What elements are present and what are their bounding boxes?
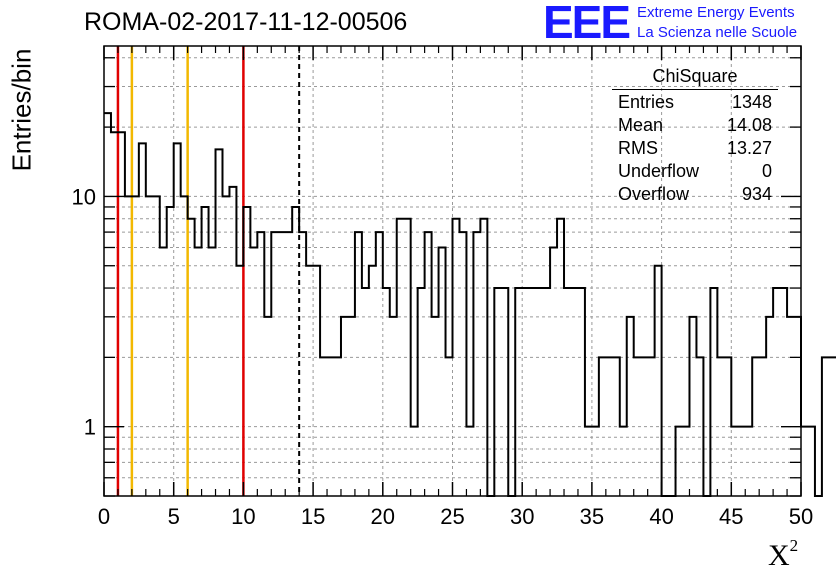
stats-title: ChiSquare	[612, 66, 778, 90]
x-tick-label: 30	[510, 504, 534, 529]
logo-letters: EEE	[543, 0, 631, 48]
stats-box: ChiSquare Entries 1348 Mean 14.08 RMS 13…	[612, 66, 778, 207]
stats-label: Entries	[618, 92, 675, 112]
y-axis-label: Entries/bin	[6, 48, 37, 172]
stats-label: RMS	[618, 138, 658, 158]
logo-line-2: La Scienza nelle Scuole	[637, 24, 798, 41]
x-tick-label: 10	[231, 504, 255, 529]
x-tick-label: 5	[168, 504, 180, 529]
y-tick-label: 1	[84, 415, 96, 440]
x-tick-label: 0	[98, 504, 110, 529]
x-tick-label: 35	[580, 504, 604, 529]
chart-title: ROMA-02-2017-11-12-00506	[84, 8, 408, 36]
histogram-line	[104, 112, 836, 497]
stats-row-entries: Entries 1348	[612, 92, 778, 115]
x-axis-label-sup: 2	[789, 536, 799, 555]
stats-label: Mean	[618, 115, 664, 135]
x-tick-label: 45	[719, 504, 743, 529]
x-tick-label: 40	[649, 504, 673, 529]
y-tick-label: 10	[72, 184, 96, 209]
tick-layer	[103, 46, 802, 497]
stats-value: 934	[741, 184, 772, 204]
stats-value: 1348	[731, 92, 772, 112]
stats-row-overflow: Overflow 934	[612, 184, 778, 207]
stats-value: 14.08	[726, 115, 772, 135]
stats-row-mean: Mean 14.08	[612, 115, 778, 138]
stats-value: 0	[761, 161, 772, 181]
stats-row-rms: RMS 13.27	[612, 138, 778, 161]
x-tick-label: 15	[301, 504, 325, 529]
stats-row-underflow: Underflow 0	[612, 161, 778, 184]
x-tick-label: 25	[440, 504, 464, 529]
stats-label: Overflow	[618, 184, 690, 204]
marker-layer	[116, 46, 301, 496]
x-tick-label: 20	[371, 504, 395, 529]
eee-logo: EEE	[543, 0, 635, 48]
x-tick-label: 50	[789, 504, 813, 529]
logo-line-1: Extreme Energy Events	[637, 4, 795, 21]
x-axis-label-base: X	[768, 539, 790, 572]
x-axis-label: X2	[768, 536, 798, 573]
stats-label: Underflow	[618, 161, 700, 181]
stats-value: 13.27	[726, 138, 772, 158]
tick-label-layer: 0 5 10 15 20 25 30 35 40 45 50 1 10	[72, 184, 814, 529]
